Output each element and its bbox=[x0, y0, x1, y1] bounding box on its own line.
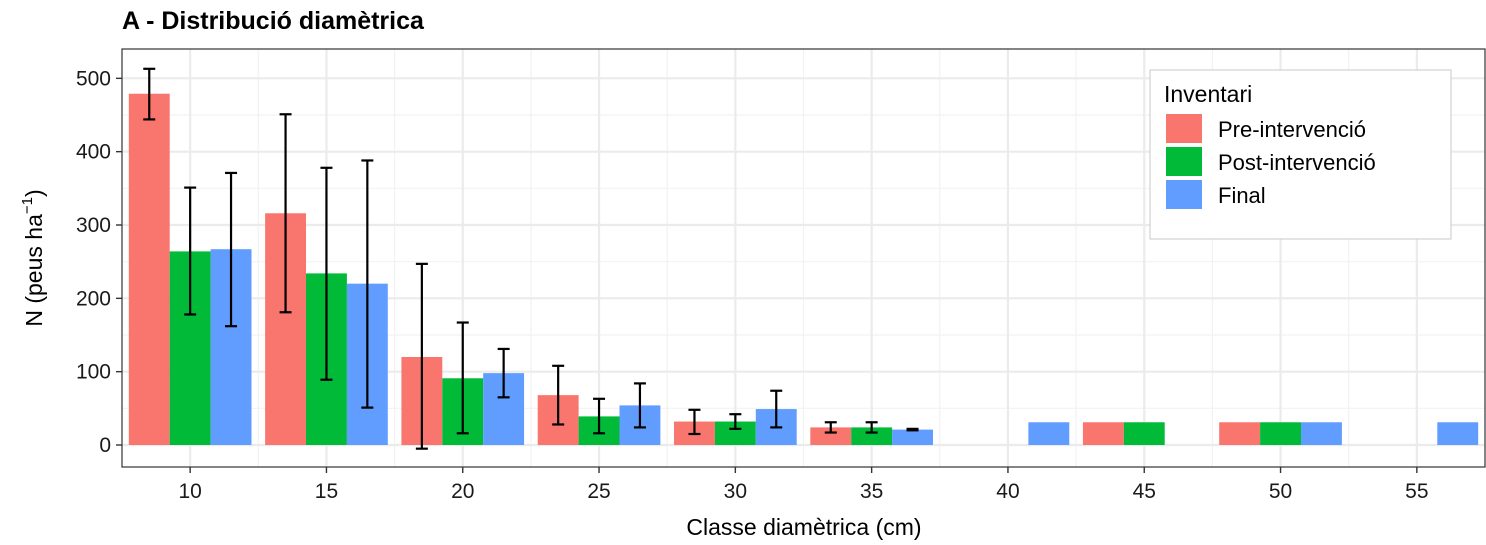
bar-series-0 bbox=[810, 427, 852, 445]
x-axis-title: Classe diamètrica (cm) bbox=[686, 514, 921, 540]
bar-series-1 bbox=[851, 427, 893, 445]
plot-border bbox=[121, 48, 1486, 468]
y-axis-title-main: N (peus ha bbox=[21, 214, 47, 327]
x-tick-label: 15 bbox=[315, 480, 338, 503]
x-axis: 10 15 20 25 30 35 40 45 50 55 bbox=[178, 467, 1429, 503]
legend-label: Post-intervenció bbox=[1218, 150, 1376, 175]
legend: Inventari Pre-intervenció Post-intervenci… bbox=[1149, 69, 1452, 240]
x-tick-label: 50 bbox=[1269, 480, 1292, 503]
legend-key bbox=[1166, 180, 1202, 209]
error-bars bbox=[143, 67, 919, 450]
x-tick-label: 25 bbox=[587, 480, 610, 503]
y-tick-label: 200 bbox=[76, 287, 111, 310]
x-tick-label: 20 bbox=[451, 480, 474, 503]
bar-series-1 bbox=[714, 421, 756, 445]
legend-key bbox=[1166, 114, 1202, 143]
bar-series-0 bbox=[128, 93, 170, 445]
bar-series-1 bbox=[1260, 422, 1301, 445]
x-tick-label: 35 bbox=[860, 480, 883, 503]
chart-title: A - Distribució diamètrica bbox=[122, 7, 425, 35]
x-tick-label: 40 bbox=[996, 480, 1019, 503]
bar-series-0 bbox=[1082, 422, 1124, 445]
legend-key bbox=[1166, 147, 1202, 176]
grid-minor bbox=[122, 49, 1485, 467]
y-tick-label: 500 bbox=[76, 67, 111, 90]
legend-label: Final bbox=[1218, 183, 1266, 208]
y-axis-title: N (peus ha−1) bbox=[19, 189, 47, 326]
legend-items: Pre-intervenció Post-intervenció Final bbox=[1166, 114, 1376, 209]
y-tick-label: 0 bbox=[99, 434, 111, 457]
y-axis-title-close: ) bbox=[21, 189, 47, 197]
y-tick-label: 400 bbox=[76, 141, 111, 164]
bar-series-0 bbox=[1219, 422, 1261, 445]
x-tick-label: 45 bbox=[1133, 480, 1156, 503]
bar-series-2 bbox=[892, 429, 933, 445]
y-axis: 0 100 200 300 400 500 bbox=[76, 67, 122, 457]
bar-series-2 bbox=[1300, 422, 1342, 445]
y-tick-label: 300 bbox=[76, 214, 111, 237]
x-tick-label: 55 bbox=[1405, 480, 1428, 503]
y-tick-label: 100 bbox=[76, 361, 111, 384]
bar-series-2 bbox=[1028, 422, 1070, 445]
y-axis-title-superscript: −1 bbox=[19, 197, 36, 214]
x-tick-label: 10 bbox=[178, 480, 201, 503]
bar-series-2 bbox=[1437, 422, 1479, 445]
legend-title: Inventari bbox=[1164, 81, 1252, 107]
x-tick-label: 30 bbox=[724, 480, 747, 503]
bar-series-1 bbox=[1123, 422, 1165, 445]
legend-label: Pre-intervenció bbox=[1218, 117, 1366, 142]
